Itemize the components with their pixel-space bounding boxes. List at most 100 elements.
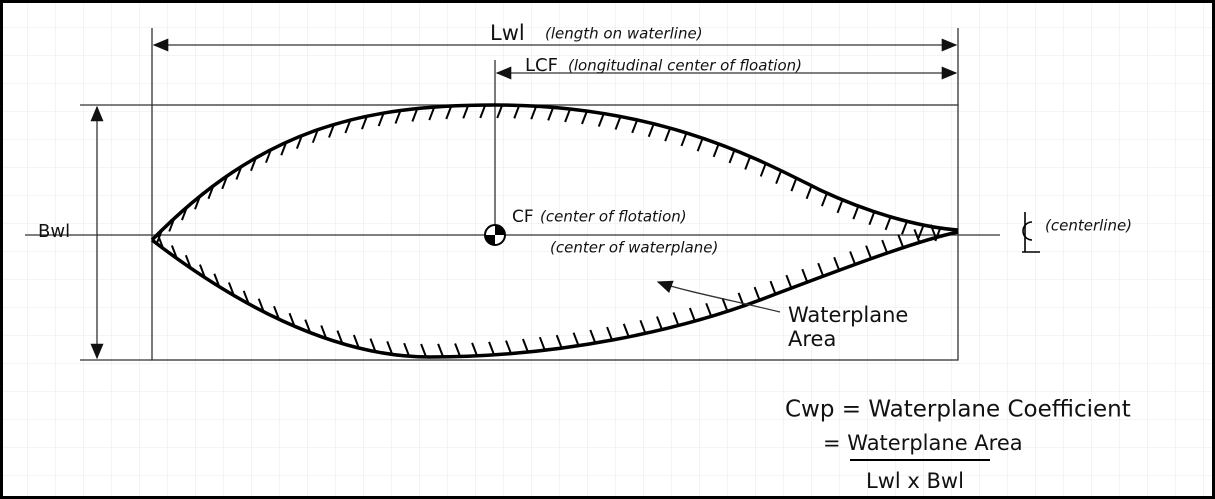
lcf-label: (longitudinal center of floation): [568, 57, 802, 75]
hatch-tick: [505, 340, 512, 354]
hatch-tick: [369, 338, 377, 353]
hatch-tick: [538, 336, 546, 351]
centerline-symbol: [1022, 212, 1040, 253]
formula-line: Cwp = Waterplane Coefficient: [785, 397, 1131, 423]
hatch-tick: [564, 108, 572, 123]
formula-denominator: Lwl x Bwl: [866, 469, 964, 493]
hatch-tick: [295, 135, 303, 149]
hatch-tick: [304, 319, 312, 334]
hatch-tick: [336, 330, 344, 344]
hatch-tick: [386, 341, 394, 355]
hatch-tick: [614, 116, 622, 130]
hatch-tick: [170, 245, 178, 259]
lwl-label: (length on waterline): [545, 25, 703, 43]
hatching: [155, 104, 942, 358]
hatch-tick: [801, 268, 809, 283]
hatch-tick: [454, 343, 462, 357]
hatch-tick: [288, 312, 296, 327]
hatch-tick: [656, 316, 663, 330]
hatch-tick: [572, 332, 580, 347]
hatch-tick: [257, 298, 265, 313]
area-label: Waterplane: [788, 303, 908, 327]
hatch-tick: [157, 235, 165, 249]
hatch-tick: [530, 105, 538, 120]
hatch-tick: [344, 119, 352, 134]
hatch-tick: [199, 264, 206, 278]
hatch-tick: [403, 342, 411, 357]
hatch-tick: [361, 115, 368, 130]
hatch-tick: [194, 195, 201, 210]
hatch-tick: [881, 239, 889, 254]
hatch-tick: [647, 123, 655, 138]
bwl-symbol: Bwl: [38, 221, 70, 242]
hatch-tick: [547, 107, 555, 121]
hatch-tick: [280, 141, 288, 156]
hatch-tick: [849, 251, 857, 265]
hatch-tick: [328, 124, 335, 138]
hatch-tick: [606, 326, 614, 341]
hatch-tick: [833, 256, 841, 271]
hatch-tick: [555, 334, 563, 349]
hatch-tick: [213, 273, 221, 288]
hatch-tick: [929, 224, 937, 238]
hatch-tick: [411, 108, 419, 122]
waterplane-outline: [150, 103, 959, 242]
hatch-tick: [712, 143, 720, 158]
hatch-tick: [589, 329, 597, 344]
hatch-tick: [428, 106, 436, 121]
hatch-tick: [917, 224, 925, 239]
hatch-tick: [462, 104, 470, 119]
hatch-tick: [728, 149, 736, 164]
hatch-tick: [479, 104, 487, 119]
hatch-tick: [705, 302, 713, 317]
hatch-tick: [581, 110, 588, 125]
hatch-tick: [420, 343, 428, 358]
hatch-tick: [884, 216, 892, 231]
cf-label: (center of flotation): [540, 208, 687, 226]
hatch-tick: [235, 166, 243, 180]
hatch-tick: [631, 119, 639, 134]
hatch-tick: [445, 105, 453, 120]
hatch-tick: [672, 312, 680, 326]
hatch-tick: [753, 286, 761, 301]
hatch-tick: [471, 342, 479, 357]
hatch-tick: [513, 105, 521, 119]
hatch-tick: [744, 156, 752, 170]
hatch-tick: [688, 307, 696, 322]
hatch-tick: [488, 341, 495, 356]
hatch-tick: [934, 227, 942, 242]
cf-symbol: [484, 224, 506, 246]
cf-symbol-text: CF: [512, 207, 534, 227]
hatch-tick: [207, 185, 215, 200]
hatch-tick: [664, 127, 672, 142]
hatch-tick: [437, 343, 445, 358]
hatch-tick: [273, 305, 280, 320]
hatch-tick: [865, 245, 873, 260]
hatch-tick: [622, 323, 630, 338]
hatch-tick: [820, 192, 828, 207]
hatch-tick: [250, 157, 257, 172]
hatch-tick: [265, 149, 272, 164]
hatch-tick: [836, 199, 844, 214]
hatch-tick: [377, 112, 385, 127]
hatch-tick: [639, 319, 647, 334]
hatch-tick: [769, 280, 777, 295]
hatch-tick: [242, 290, 250, 305]
hatch-tick: [817, 262, 825, 277]
hatch-tick: [696, 137, 704, 152]
hatch-tick: [597, 113, 605, 127]
hatch-tick: [759, 163, 767, 177]
lcf-symbol: LCF: [525, 55, 558, 76]
hatch-tick: [790, 177, 798, 192]
hatch-tick: [721, 297, 729, 312]
hatch-tick: [913, 229, 921, 243]
hatch-tick: [868, 211, 876, 226]
waterplane-outline: [150, 230, 959, 359]
hatch-tick: [496, 104, 504, 119]
lwl-symbol: Lwl: [490, 21, 525, 45]
hatch-tick: [852, 205, 860, 220]
cf-alt-label: (center of waterplane): [550, 239, 718, 257]
hatch-tick: [168, 218, 176, 232]
